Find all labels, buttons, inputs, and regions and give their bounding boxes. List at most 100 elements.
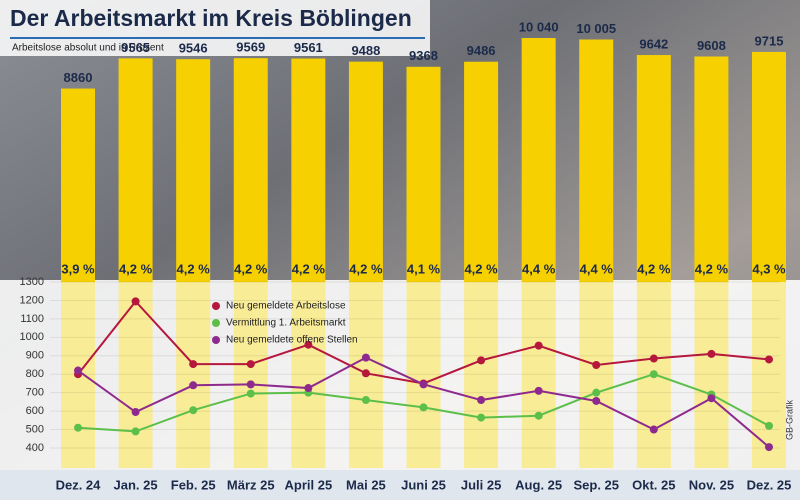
series-point <box>707 394 716 403</box>
legend-label: Vermittlung 1. Arbeitsmarkt <box>226 318 346 329</box>
y-tick-label: 800 <box>26 368 44 380</box>
series-point <box>189 381 198 390</box>
series-point <box>361 353 370 362</box>
bar-value-label: 9486 <box>467 43 496 58</box>
bar-value-label: 9565 <box>121 40 150 55</box>
rate-label: 4,3 % <box>752 261 786 276</box>
category-label: April 25 <box>284 477 332 492</box>
series-point <box>765 421 773 430</box>
lines: 400 500 600 700 800 900 1000 1100 1200 1300 Neu ge… <box>20 276 780 454</box>
series-point <box>477 396 486 405</box>
bar-value-label: 9368 <box>409 48 438 63</box>
series-point <box>304 384 313 393</box>
category-label: Juli 25 <box>461 477 501 492</box>
rate-label: 4,2 % <box>177 261 211 276</box>
legend-marker <box>212 336 220 344</box>
rate-label: 3,9 % <box>61 261 95 276</box>
legend-label: Neu gemeldete offene Stellen <box>226 335 358 346</box>
category-strip <box>0 470 800 500</box>
series-point <box>131 408 140 417</box>
series-point <box>131 427 140 436</box>
bar-value-label: 9561 <box>294 40 323 55</box>
y-tick-label: 500 <box>26 423 44 435</box>
series-point <box>534 386 543 395</box>
bar <box>61 88 95 469</box>
chart-subtitle: Arbeitslose absolut und in Prozent <box>12 43 164 54</box>
bar-value-label: 9488 <box>351 43 380 58</box>
rate-label: 4,1 % <box>407 261 441 276</box>
rate-label: 4,2 % <box>695 261 729 276</box>
category-label: Juni 25 <box>401 477 446 492</box>
y-tick-label: 1200 <box>20 294 44 306</box>
bar-value-label: 9715 <box>755 33 784 48</box>
credit: GB-Grafik <box>784 400 794 441</box>
y-tick-label: 1000 <box>20 331 44 343</box>
series-point <box>765 443 773 452</box>
y-tick-label: 1100 <box>20 313 44 325</box>
y-tick-label: 600 <box>26 405 44 417</box>
series-point <box>765 355 773 364</box>
y-tick-label: 700 <box>26 387 44 399</box>
series-point <box>477 413 486 422</box>
y-tick-label: 400 <box>26 442 44 454</box>
rate-label: 4,2 % <box>349 261 383 276</box>
series-point <box>419 380 428 389</box>
rate-label: 4,2 % <box>292 261 326 276</box>
series-point <box>592 396 601 405</box>
series-point <box>707 349 716 358</box>
series-point <box>74 366 82 375</box>
bar <box>291 58 326 468</box>
series-point <box>361 396 370 405</box>
series-point <box>649 425 658 434</box>
series-point <box>592 388 601 397</box>
category-label: Dez. 24 <box>56 477 102 492</box>
rate-label: 4,2 % <box>464 261 498 276</box>
legend-marker <box>212 319 220 327</box>
category-label: Dez. 25 <box>747 477 792 492</box>
category-label: Jan. 25 <box>114 477 158 492</box>
series-point <box>361 369 370 378</box>
bar <box>521 38 556 468</box>
bar-value-label: 9642 <box>639 36 668 51</box>
series-point <box>189 406 198 415</box>
series-point <box>246 389 255 398</box>
bar <box>406 66 441 468</box>
series-point <box>592 361 601 369</box>
series-point <box>246 380 255 389</box>
category-label: Nov. 25 <box>689 477 734 492</box>
bar-value-label: 10 040 <box>519 19 559 34</box>
category-label: Okt. 25 <box>632 477 675 492</box>
legend-marker <box>212 302 220 310</box>
bar-value-label: 9608 <box>697 38 726 53</box>
bar <box>752 51 786 469</box>
bar-value-label: 9569 <box>236 40 265 55</box>
series-point <box>419 403 428 412</box>
series-point <box>477 356 486 365</box>
rate-label: 4,2 % <box>119 261 153 276</box>
category-label: März 25 <box>227 477 275 492</box>
chart-title: Der Arbeitsmarkt im Kreis Böblingen <box>10 5 412 31</box>
series-point <box>534 411 543 420</box>
bar <box>636 55 671 469</box>
series-point <box>131 297 140 306</box>
rate-label: 4,4 % <box>522 261 556 276</box>
category-label: Feb. 25 <box>171 477 216 492</box>
series-point <box>534 341 543 350</box>
series-point <box>246 360 255 369</box>
bar-value-label: 9546 <box>179 41 208 56</box>
rate-label: 4,2 % <box>234 261 268 276</box>
category-label: Mai 25 <box>346 477 386 492</box>
bar <box>233 58 268 469</box>
series-point <box>649 354 658 363</box>
series-point <box>74 423 82 432</box>
series-point <box>189 360 198 369</box>
bar <box>176 59 211 468</box>
category-label: Aug. 25 <box>515 477 562 492</box>
rate-label: 4,2 % <box>637 261 671 276</box>
bar-value-label: 8860 <box>64 70 93 85</box>
legend-label: Neu gemeldete Arbeitslose <box>226 301 346 312</box>
bar <box>118 58 153 468</box>
bar-value-label: 10 005 <box>576 21 616 36</box>
rate-label: 4,4 % <box>580 261 614 276</box>
